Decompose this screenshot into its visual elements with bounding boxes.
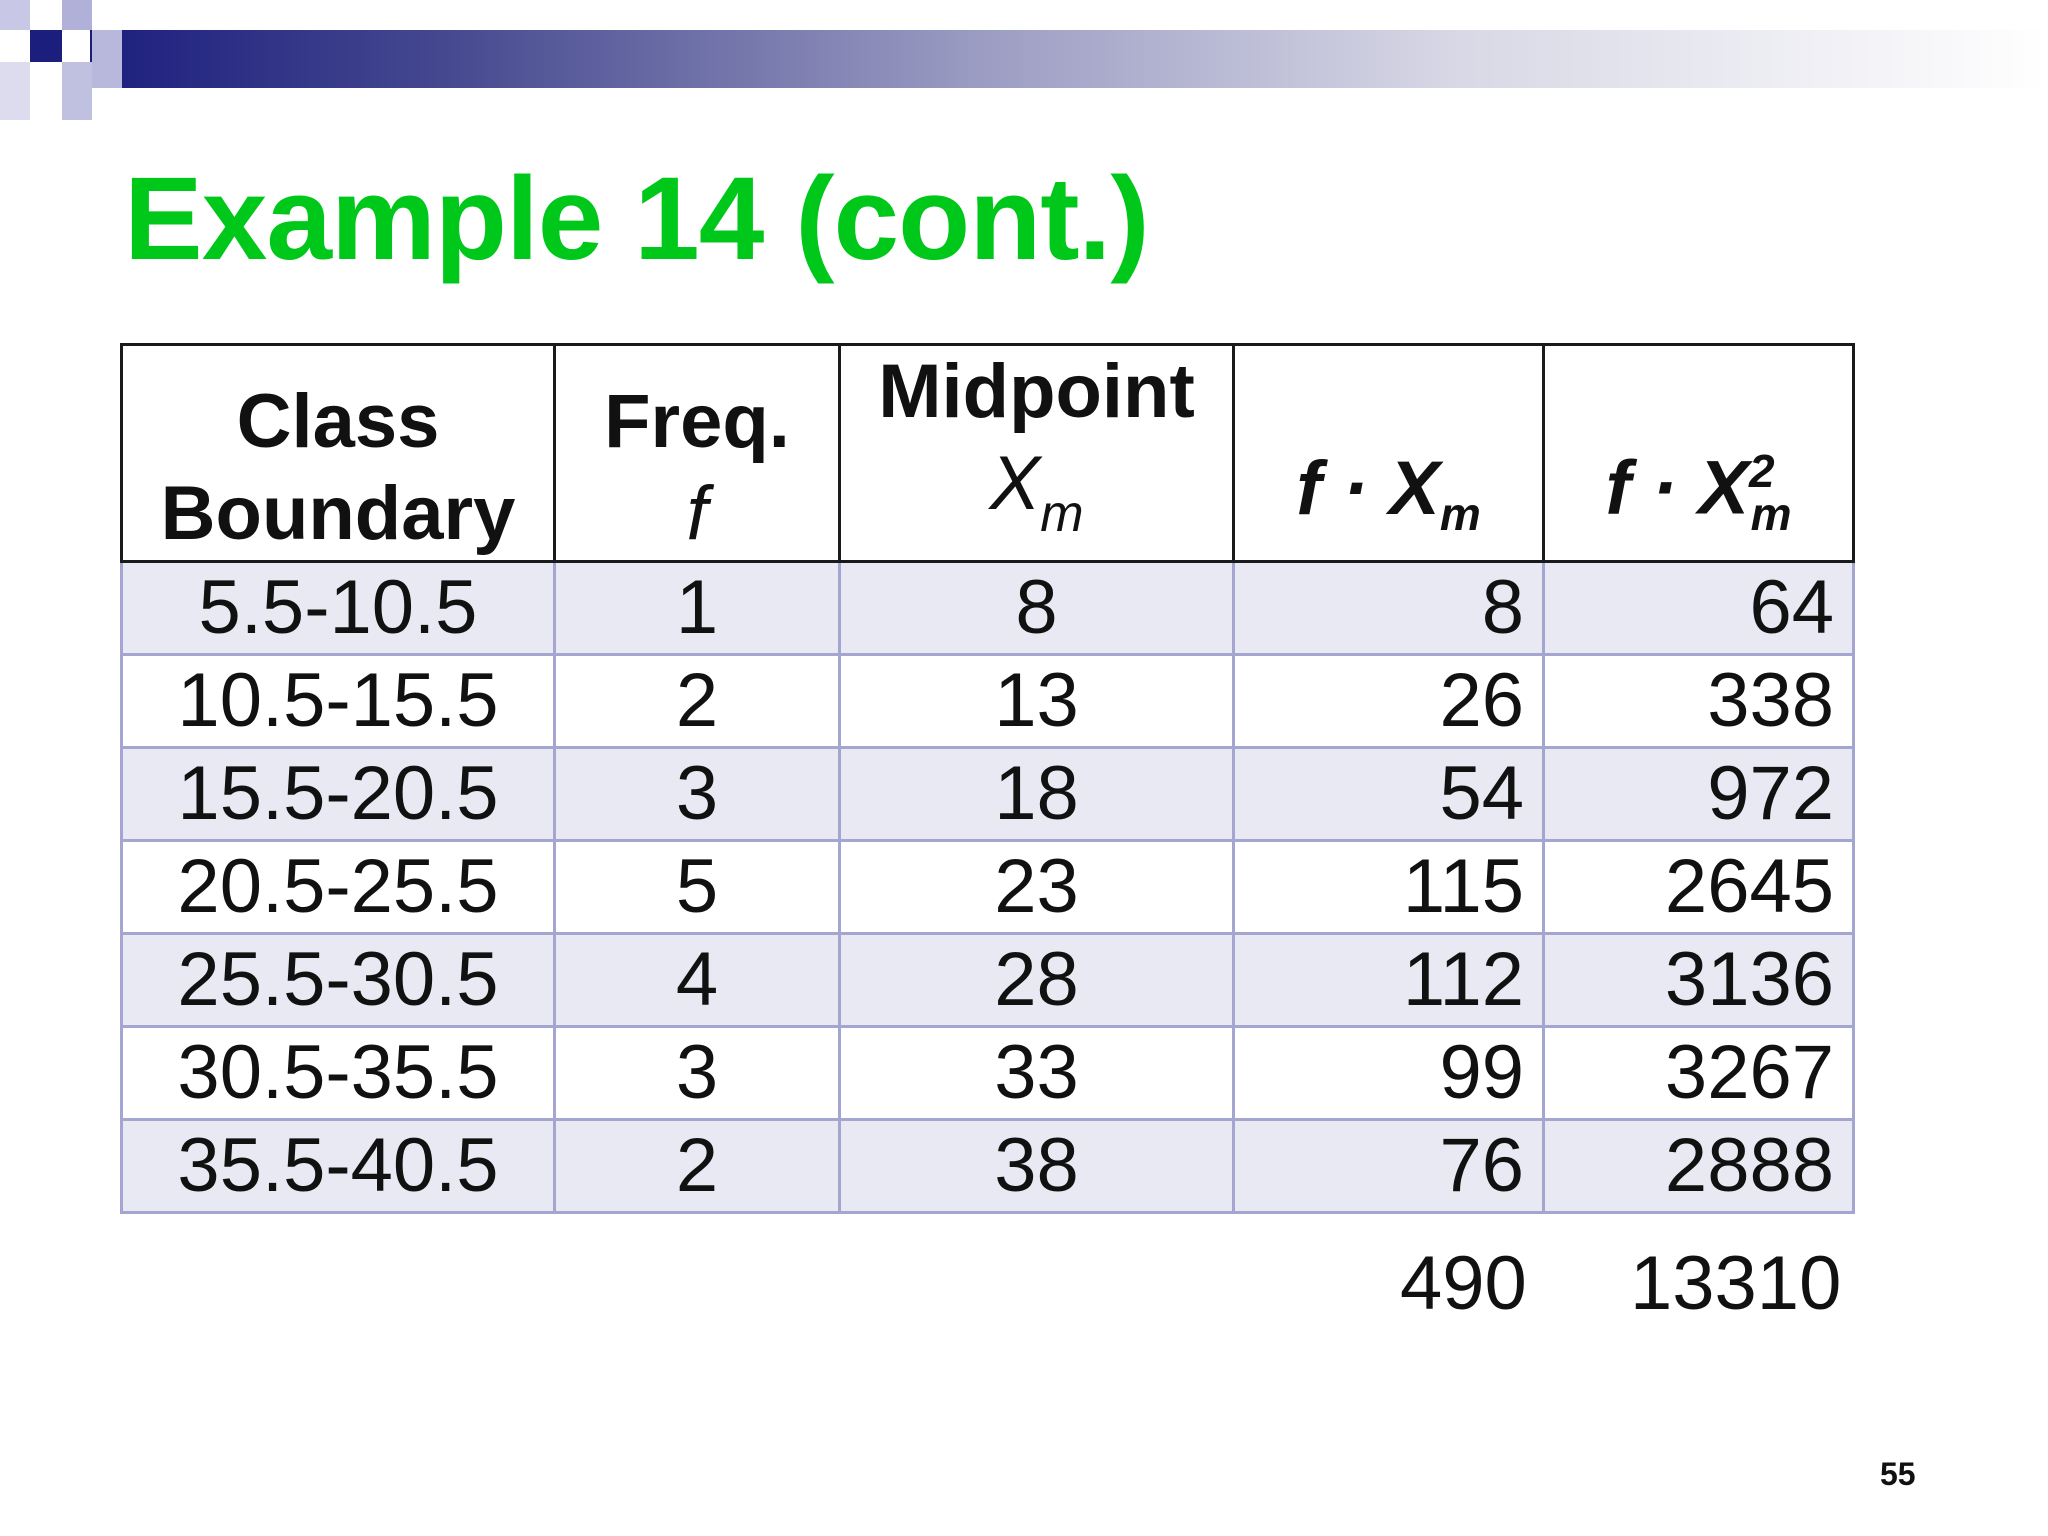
fxm-cell: 54 [1232, 746, 1545, 842]
midpoint-cell: 33 [838, 1025, 1235, 1121]
header-label: Midpoint [878, 349, 1195, 434]
midpoint-cell: 13 [838, 653, 1235, 749]
header-label-2: Boundary [160, 471, 516, 556]
decor-square-5 [62, 62, 92, 120]
midpoint-cell: 38 [838, 1118, 1235, 1214]
fxm2-cell: 2645 [1542, 839, 1855, 935]
decor-square-3 [62, 0, 92, 30]
table-row: 10.5-15.5 2 13 26 338 [120, 653, 1855, 749]
class-boundary-cell: 10.5-15.5 [120, 653, 556, 749]
decor-square-1 [0, 0, 30, 30]
fxm-cell: 115 [1232, 839, 1545, 935]
frequency-cell: 5 [553, 839, 841, 935]
frequency-table: Class Boundary Freq. f Midpoint Xm f · X… [120, 343, 1855, 1214]
fxm2-cell: 3267 [1542, 1025, 1855, 1121]
ghost-formula: f · X [1296, 445, 1440, 531]
header-symbol: f [686, 471, 708, 556]
table-row: 35.5-40.5 2 38 76 2888 [120, 1118, 1855, 1214]
header-frequency: Freq. f [553, 343, 841, 563]
class-boundary-cell: 5.5-10.5 [120, 560, 556, 656]
decor-square-4 [92, 30, 122, 88]
ghost-subscript: m [1439, 488, 1481, 540]
class-boundary-cell: 30.5-35.5 [120, 1025, 556, 1121]
fxm-cell: 26 [1232, 653, 1545, 749]
fxm-cell: 8 [1232, 560, 1545, 656]
header-f-times-xm-squared: f · X2m [1542, 343, 1855, 563]
frequency-cell: 1 [553, 560, 841, 656]
header-symbol: Xm [841, 438, 1232, 560]
total-fxm: 490 [1400, 1241, 1527, 1326]
symbol-subscript: m [1040, 485, 1084, 543]
table-row: 5.5-10.5 1 8 8 64 [120, 560, 1855, 656]
table-row: 30.5-35.5 3 33 99 3267 [120, 1025, 1855, 1121]
header-label: Class [236, 379, 440, 464]
class-boundary-cell: 20.5-25.5 [120, 839, 556, 935]
fxm-cell: 99 [1232, 1025, 1545, 1121]
header-band [90, 30, 2048, 88]
decor-square-2 [30, 30, 62, 62]
table-row: 15.5-20.5 3 18 54 972 [120, 746, 1855, 842]
header-label: Freq. [604, 379, 790, 464]
table-header-row: Class Boundary Freq. f Midpoint Xm f · X… [120, 343, 1855, 563]
frequency-cell: 4 [553, 932, 841, 1028]
ghost-formula: f · X [1605, 445, 1750, 531]
fxm2-cell: 2888 [1542, 1118, 1855, 1214]
class-boundary-cell: 25.5-30.5 [120, 932, 556, 1028]
header-midpoint: Midpoint Xm [838, 343, 1235, 563]
midpoint-cell: 23 [838, 839, 1235, 935]
frequency-cell: 3 [553, 1025, 841, 1121]
midpoint-cell: 8 [838, 560, 1235, 656]
total-fxm2: 13310 [1630, 1241, 1842, 1326]
symbol-base: X [989, 441, 1041, 526]
ghost-subscript: m [1750, 488, 1792, 540]
fxm-cell: 112 [1232, 932, 1545, 1028]
slide-title: Example 14 (cont.) [124, 153, 1150, 285]
frequency-cell: 2 [553, 653, 841, 749]
decor-square-6 [0, 62, 30, 120]
class-boundary-cell: 35.5-40.5 [120, 1118, 556, 1214]
table-row: 25.5-30.5 4 28 112 3136 [120, 932, 1855, 1028]
fxm2-cell: 64 [1542, 560, 1855, 656]
class-boundary-cell: 15.5-20.5 [120, 746, 556, 842]
header-class-boundary: Class Boundary [120, 343, 556, 563]
page-number: 55 [1880, 1456, 1916, 1492]
frequency-cell: 2 [553, 1118, 841, 1214]
frequency-cell: 3 [553, 746, 841, 842]
header-f-times-xm: f · Xm [1232, 343, 1545, 563]
ghost-superscript: 2 [1749, 445, 1775, 498]
midpoint-cell: 18 [838, 746, 1235, 842]
fxm-cell: 76 [1232, 1118, 1545, 1214]
midpoint-cell: 28 [838, 932, 1235, 1028]
fxm2-cell: 338 [1542, 653, 1855, 749]
fxm2-cell: 3136 [1542, 932, 1855, 1028]
table-row: 20.5-25.5 5 23 115 2645 [120, 839, 1855, 935]
fxm2-cell: 972 [1542, 746, 1855, 842]
